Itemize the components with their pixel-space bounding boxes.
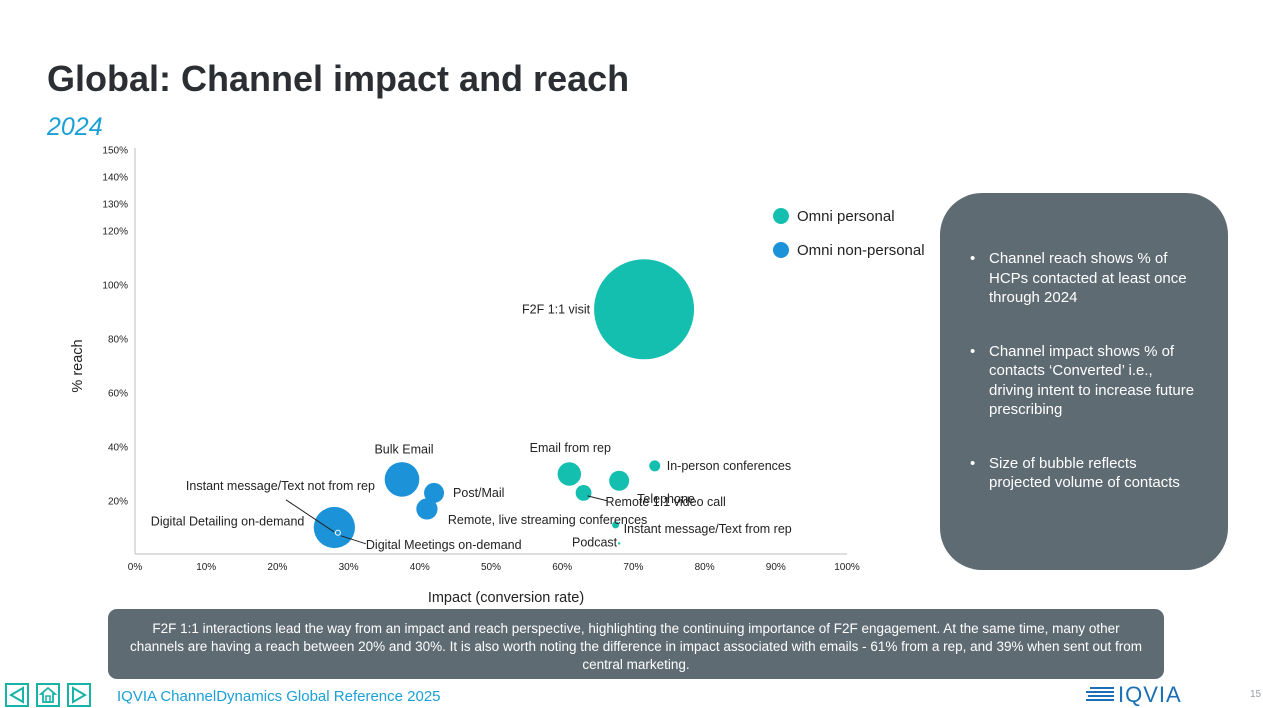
leader-line <box>340 535 367 545</box>
bubble-label: Digital Detailing on-demand <box>151 515 305 529</box>
bubble <box>313 506 355 549</box>
summary-note: F2F 1:1 interactions lead the way from a… <box>108 609 1164 679</box>
y-tick-label: 100% <box>102 281 128 292</box>
back-arrow-icon <box>9 686 24 704</box>
y-tick-label: 60% <box>108 389 128 400</box>
bubble-label: Bulk Email <box>374 442 433 456</box>
legend-marker <box>773 242 789 258</box>
bubble-label: Instant message/Text not from rep <box>186 479 375 493</box>
x-tick-label: 90% <box>766 562 786 573</box>
x-tick-label: 60% <box>552 562 572 573</box>
bubble-chart: 0% 10% 20% 30% 40% 50% 60% 70% 80% 90% 100% 20% 40% 6… <box>70 146 925 607</box>
bubble-label: Remote 1:1 video call <box>606 495 726 509</box>
x-tick-label: 10% <box>196 562 216 573</box>
footer-source: IQVIA ChannelDynamics Global Reference 2… <box>117 688 441 705</box>
logo-text: IQVIA <box>1118 682 1182 707</box>
bubble <box>612 521 620 529</box>
bubble <box>617 542 621 545</box>
y-tick-label: 80% <box>108 335 128 346</box>
bubble-label: Podcast <box>572 535 618 549</box>
bubble-label: Remote, live streaming conferences <box>448 513 647 527</box>
info-bullet: Channel impact shows % of contacts ‘Conv… <box>970 342 1200 420</box>
bubble <box>594 259 695 360</box>
bubble-label: F2F 1:1 visit <box>522 302 591 316</box>
page-number: 15 <box>1250 689 1262 700</box>
bubble <box>649 460 661 472</box>
bubble <box>575 484 592 501</box>
bubble <box>557 462 582 486</box>
bubble <box>334 529 341 536</box>
back-button[interactable] <box>5 683 29 707</box>
y-tick-label: 120% <box>102 227 128 238</box>
info-panel: Channel reach shows % of HCPs contacted … <box>940 193 1228 570</box>
bubble <box>384 462 420 497</box>
bubble <box>609 470 630 491</box>
bubble-label: In-person conferences <box>667 459 791 473</box>
x-tick-label: 100% <box>834 562 860 573</box>
page-title: Global: Channel impact and reach <box>47 58 630 99</box>
legend-label: Omni non-personal <box>797 242 925 259</box>
y-tick-label: 20% <box>108 497 128 508</box>
x-tick-label: 70% <box>623 562 643 573</box>
iqvia-logo: IQVIA <box>1086 682 1182 708</box>
y-tick-label: 40% <box>108 443 128 454</box>
bubble <box>424 482 445 503</box>
x-tick-label: 40% <box>410 562 430 573</box>
bubble-label: Digital Meetings on-demand <box>366 538 522 552</box>
home-button[interactable] <box>36 683 60 707</box>
page-subtitle: 2024 <box>47 113 103 141</box>
leader-line <box>587 495 608 502</box>
bubble <box>416 498 438 520</box>
legend-label: Omni personal <box>797 208 895 225</box>
logo-stripes-icon <box>1086 687 1114 701</box>
y-tick-label: 140% <box>102 173 128 184</box>
info-bullet: Channel reach shows % of HCPs contacted … <box>970 249 1200 308</box>
x-tick-label: 50% <box>481 562 501 573</box>
x-axis-label: Impact (conversion rate) <box>428 590 584 606</box>
info-bullet: Size of bubble reflects projected volume… <box>970 454 1200 493</box>
x-tick-label: 80% <box>695 562 715 573</box>
legend-marker <box>773 208 789 224</box>
x-tick-label: 0% <box>128 562 143 573</box>
y-tick-label: 130% <box>102 200 128 211</box>
bubble-label: Telephone <box>637 492 695 506</box>
y-axis-label: % reach <box>70 339 86 392</box>
bubble-label: Email from rep <box>530 441 611 455</box>
y-tick-label: 150% <box>102 146 128 157</box>
forward-arrow-icon <box>72 686 87 704</box>
x-tick-label: 30% <box>339 562 359 573</box>
home-icon <box>39 686 57 703</box>
bubble-label: Post/Mail <box>453 486 504 500</box>
bubble-label: Instant message/Text from rep <box>624 522 792 536</box>
forward-button[interactable] <box>67 683 91 707</box>
slide-navigation <box>5 683 91 707</box>
leader-line <box>285 499 335 533</box>
x-tick-label: 20% <box>267 562 287 573</box>
